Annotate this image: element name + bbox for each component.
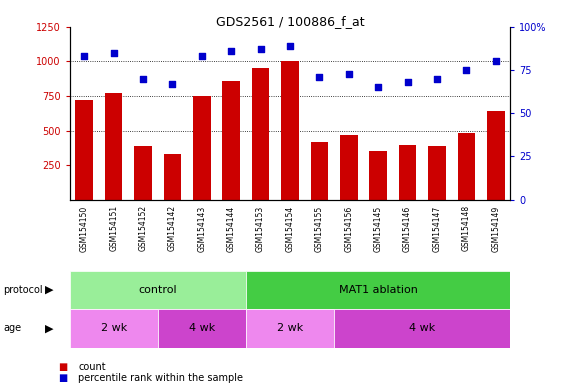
Text: GSM154150: GSM154150 xyxy=(80,205,89,252)
Bar xyxy=(246,309,334,348)
Bar xyxy=(252,68,270,200)
Bar xyxy=(281,61,299,200)
Bar xyxy=(134,146,152,200)
Text: GSM154142: GSM154142 xyxy=(168,205,177,252)
Bar xyxy=(70,271,246,309)
Point xyxy=(432,76,441,82)
Point xyxy=(374,84,383,91)
Text: 4 wk: 4 wk xyxy=(409,323,436,333)
Bar xyxy=(164,154,182,200)
Point xyxy=(227,48,236,54)
Bar xyxy=(222,81,240,200)
Text: GSM154155: GSM154155 xyxy=(315,205,324,252)
Bar xyxy=(75,100,93,200)
Point xyxy=(168,81,177,87)
Bar xyxy=(70,309,158,348)
Point xyxy=(197,53,206,59)
Text: GSM154147: GSM154147 xyxy=(433,205,441,252)
Bar xyxy=(105,93,122,200)
Text: age: age xyxy=(3,323,21,333)
Bar xyxy=(458,133,475,200)
Point xyxy=(344,71,353,77)
Bar xyxy=(487,111,505,200)
Text: 2 wk: 2 wk xyxy=(100,323,127,333)
Text: GSM154151: GSM154151 xyxy=(109,205,118,252)
Text: 4 wk: 4 wk xyxy=(188,323,215,333)
Bar xyxy=(158,309,246,348)
Point xyxy=(109,50,118,56)
Text: 2 wk: 2 wk xyxy=(277,323,303,333)
Point xyxy=(315,74,324,80)
Bar xyxy=(246,271,510,309)
Text: GSM154146: GSM154146 xyxy=(403,205,412,252)
Point xyxy=(491,58,501,65)
Bar xyxy=(398,145,416,200)
Text: GSM154143: GSM154143 xyxy=(197,205,206,252)
Bar xyxy=(340,136,358,200)
Point xyxy=(139,76,148,82)
Bar xyxy=(193,96,211,200)
Point xyxy=(462,67,471,73)
Point xyxy=(79,53,89,59)
Text: control: control xyxy=(139,285,177,295)
Text: GDS2561 / 100886_f_at: GDS2561 / 100886_f_at xyxy=(216,15,364,28)
Text: count: count xyxy=(78,362,106,372)
Text: GSM154153: GSM154153 xyxy=(256,205,265,252)
Text: GSM154149: GSM154149 xyxy=(491,205,500,252)
Text: ▶: ▶ xyxy=(45,323,53,333)
Bar xyxy=(334,309,510,348)
Text: GSM154154: GSM154154 xyxy=(285,205,295,252)
Bar xyxy=(310,142,328,200)
Bar xyxy=(369,151,387,200)
Text: GSM154148: GSM154148 xyxy=(462,205,471,252)
Point xyxy=(403,79,412,85)
Bar xyxy=(428,146,446,200)
Text: GSM154144: GSM154144 xyxy=(227,205,235,252)
Text: ■: ■ xyxy=(58,362,67,372)
Point xyxy=(285,43,295,49)
Text: ▶: ▶ xyxy=(45,285,53,295)
Text: GSM154152: GSM154152 xyxy=(139,205,147,252)
Text: ■: ■ xyxy=(58,373,67,383)
Point xyxy=(256,46,265,53)
Text: percentile rank within the sample: percentile rank within the sample xyxy=(78,373,243,383)
Text: MAT1 ablation: MAT1 ablation xyxy=(339,285,418,295)
Text: GSM154145: GSM154145 xyxy=(374,205,383,252)
Text: GSM154156: GSM154156 xyxy=(345,205,353,252)
Text: protocol: protocol xyxy=(3,285,42,295)
